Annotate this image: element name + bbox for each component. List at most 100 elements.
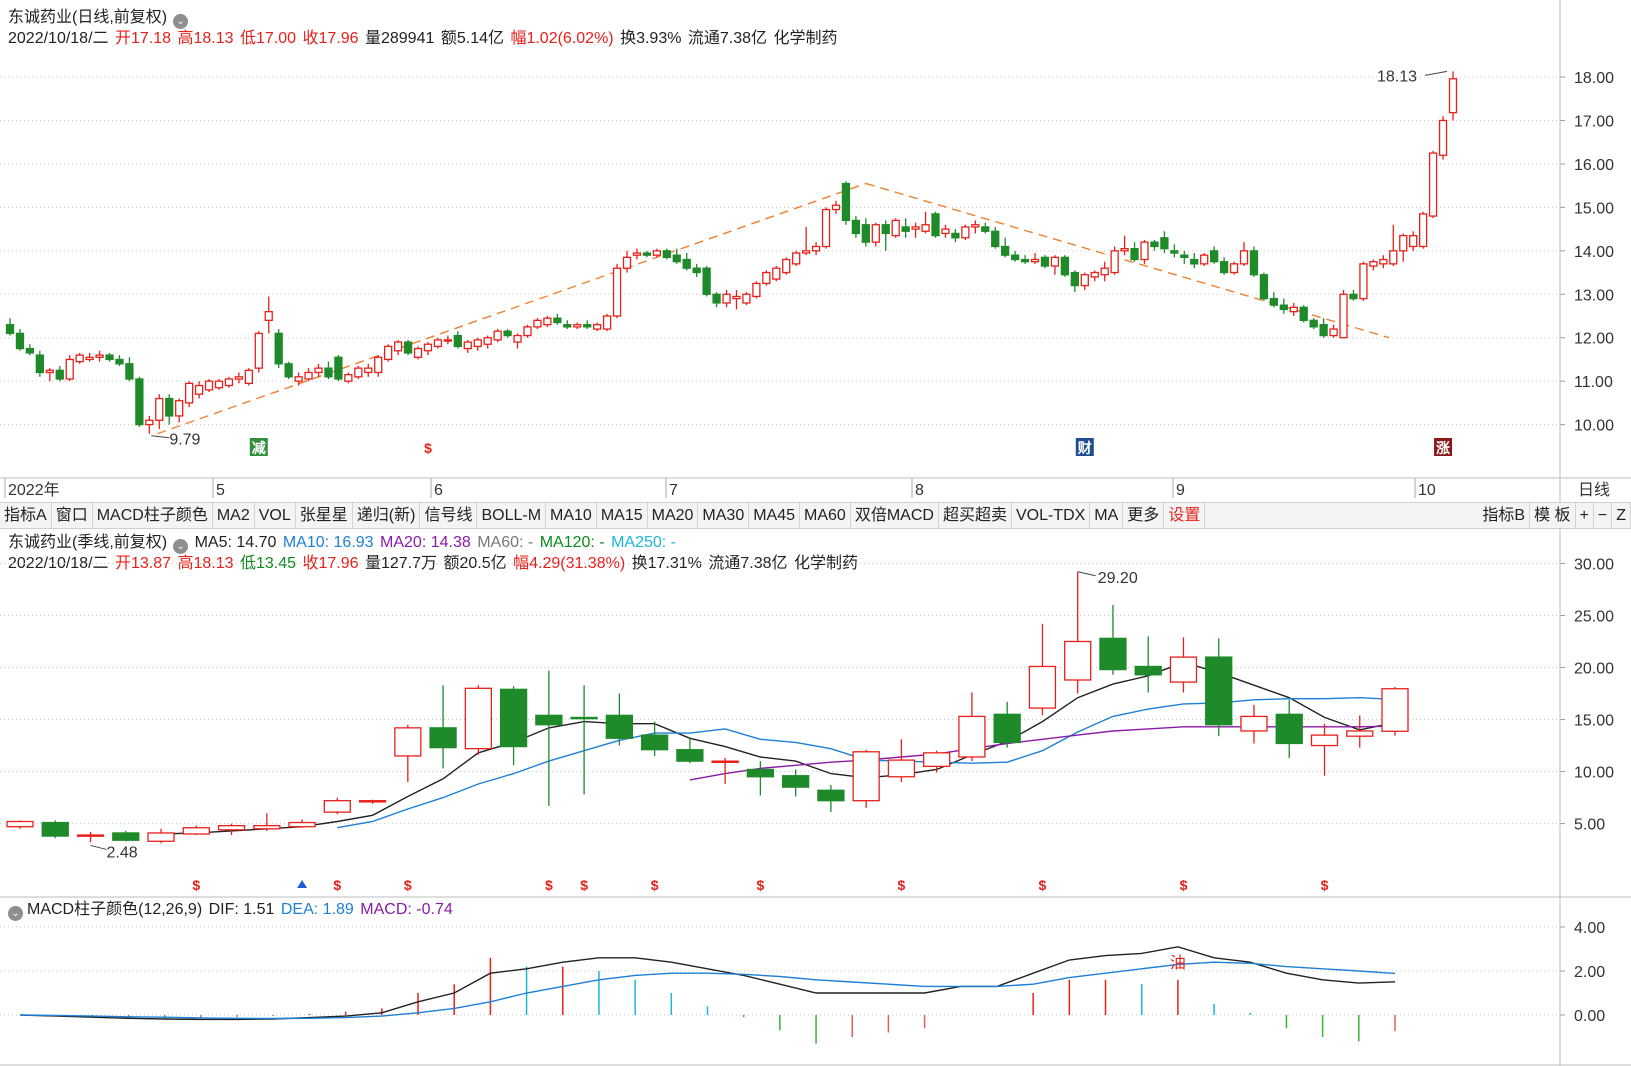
daily-candle[interactable] bbox=[742, 292, 751, 306]
dividend-marker[interactable]: $ bbox=[404, 877, 412, 893]
daily-candle[interactable] bbox=[324, 361, 333, 379]
daily-candle[interactable] bbox=[1110, 246, 1119, 275]
daily-candle[interactable] bbox=[1339, 289, 1348, 339]
daily-candle[interactable] bbox=[533, 318, 542, 330]
daily-candle[interactable] bbox=[85, 352, 94, 362]
daily-candle[interactable] bbox=[1389, 224, 1398, 267]
daily-candle[interactable] bbox=[841, 181, 851, 225]
quarterly-candle[interactable] bbox=[923, 750, 951, 773]
daily-candle[interactable] bbox=[145, 415, 154, 434]
quarterly-candle[interactable] bbox=[605, 693, 634, 746]
daily-candle[interactable] bbox=[473, 337, 482, 351]
toolbar-item-14[interactable]: MA60 bbox=[800, 503, 851, 528]
daily-candle[interactable] bbox=[682, 253, 691, 271]
event-badge[interactable]: 减 bbox=[249, 438, 268, 456]
daily-candle[interactable] bbox=[851, 216, 861, 238]
daily-candle[interactable] bbox=[961, 224, 970, 240]
daily-candle[interactable] bbox=[314, 363, 323, 377]
daily-candle[interactable] bbox=[155, 394, 164, 429]
daily-candle[interactable] bbox=[712, 292, 721, 308]
quarterly-candle[interactable] bbox=[499, 686, 528, 766]
daily-candle[interactable] bbox=[374, 355, 383, 377]
daily-candle[interactable] bbox=[1190, 253, 1199, 269]
toolbar-item-8[interactable]: BOLL-M bbox=[477, 503, 547, 528]
daily-candle[interactable] bbox=[45, 368, 54, 382]
dividend-marker[interactable]: $ bbox=[580, 877, 588, 893]
daily-candle[interactable] bbox=[692, 263, 701, 277]
daily-candle[interactable] bbox=[65, 355, 74, 382]
daily-candle[interactable] bbox=[334, 355, 343, 382]
daily-candle[interactable] bbox=[861, 218, 870, 247]
daily-candle[interactable] bbox=[1100, 261, 1109, 282]
daily-candle[interactable] bbox=[801, 226, 811, 256]
daily-candle[interactable] bbox=[194, 381, 204, 399]
daily-candle[interactable] bbox=[1150, 239, 1159, 251]
quarterly-candle[interactable] bbox=[711, 758, 739, 785]
daily-candle[interactable] bbox=[503, 329, 512, 338]
daily-candle[interactable] bbox=[752, 281, 761, 299]
daily-candle[interactable] bbox=[5, 318, 15, 336]
daily-candle[interactable] bbox=[284, 361, 293, 379]
daily-candle[interactable] bbox=[951, 229, 960, 243]
quarterly-candle[interactable] bbox=[1346, 715, 1374, 748]
daily-candle[interactable] bbox=[772, 266, 781, 282]
daily-candle[interactable] bbox=[573, 322, 582, 330]
daily-candle[interactable] bbox=[1160, 231, 1169, 253]
daily-candle[interactable] bbox=[105, 352, 114, 362]
toolbar-right-item-1[interactable]: 模 板 bbox=[1530, 503, 1576, 528]
quarterly-candle[interactable] bbox=[958, 692, 986, 762]
event-badge[interactable]: 涨 bbox=[1434, 438, 1453, 456]
toolbar-right-item-0[interactable]: 指标B bbox=[1478, 503, 1531, 528]
daily-candle[interactable] bbox=[563, 320, 572, 330]
daily-candle[interactable] bbox=[1239, 242, 1249, 267]
period-label[interactable]: 日线 bbox=[1578, 481, 1610, 499]
quarterly-candle[interactable] bbox=[41, 820, 69, 839]
daily-candle[interactable] bbox=[642, 250, 652, 258]
daily-candle[interactable] bbox=[1399, 233, 1408, 262]
quarterly-candle[interactable] bbox=[288, 819, 316, 828]
dividend-marker[interactable]: $ bbox=[651, 877, 659, 893]
daily-candle[interactable] bbox=[354, 365, 363, 379]
quarterly-candlestick-chart[interactable]: 30.00 25.00 20.00 15.00 10.00 5.00 29.20 2.48 $… bbox=[0, 528, 1631, 898]
daily-candle[interactable] bbox=[1080, 272, 1089, 290]
daily-candle[interactable] bbox=[702, 266, 711, 297]
daily-candle[interactable] bbox=[1289, 302, 1298, 316]
dividend-marker[interactable]: $ bbox=[545, 877, 553, 893]
daily-candle[interactable] bbox=[274, 329, 283, 369]
toolbar-item-4[interactable]: VOL bbox=[255, 503, 296, 528]
toolbar-item-5[interactable]: 张星星 bbox=[296, 503, 353, 528]
quarterly-candle[interactable] bbox=[852, 749, 880, 808]
daily-candle[interactable] bbox=[393, 339, 403, 356]
quarterly-candle[interactable] bbox=[570, 685, 598, 795]
daily-candle[interactable] bbox=[1010, 250, 1020, 262]
dividend-marker[interactable]: $ bbox=[898, 877, 906, 893]
daily-candle[interactable] bbox=[1359, 261, 1368, 301]
event-badge[interactable]: 财 bbox=[1075, 438, 1094, 456]
daily-candle[interactable] bbox=[1090, 270, 1099, 282]
daily-candle[interactable] bbox=[453, 331, 462, 349]
toolbar-right-item-2[interactable]: + bbox=[1576, 503, 1594, 528]
daily-candle[interactable] bbox=[792, 250, 801, 267]
toolbar-item-9[interactable]: MA10 bbox=[546, 503, 597, 528]
daily-candle[interactable] bbox=[264, 296, 273, 334]
daily-candle[interactable] bbox=[831, 200, 841, 214]
daily-candle[interactable] bbox=[483, 335, 492, 349]
daily-candle[interactable] bbox=[1369, 259, 1378, 271]
quarterly-candle[interactable] bbox=[781, 769, 810, 797]
daily-candle[interactable] bbox=[672, 248, 681, 264]
daily-candlestick-chart[interactable]: 18.00 17.00 16.00 15.00 14.00 13.00 12.00 11.00… bbox=[0, 0, 1631, 502]
daily-candle[interactable] bbox=[1060, 255, 1070, 277]
toolbar-item-16[interactable]: 超买超卖 bbox=[939, 503, 1012, 528]
daily-candle[interactable] bbox=[234, 372, 244, 384]
quarterly-candle[interactable] bbox=[1169, 637, 1198, 693]
daily-candle[interactable] bbox=[1428, 150, 1438, 219]
daily-candle[interactable] bbox=[1070, 270, 1079, 293]
daily-candle[interactable] bbox=[254, 331, 263, 373]
daily-candle[interactable] bbox=[921, 211, 930, 234]
dividend-marker[interactable]: $ bbox=[333, 877, 341, 893]
daily-candle[interactable] bbox=[95, 350, 104, 362]
daily-candle[interactable] bbox=[782, 257, 791, 275]
dividend-marker[interactable]: $ bbox=[756, 877, 764, 893]
quarterly-candle[interactable] bbox=[640, 721, 669, 756]
quarterly-candle[interactable] bbox=[253, 813, 281, 831]
